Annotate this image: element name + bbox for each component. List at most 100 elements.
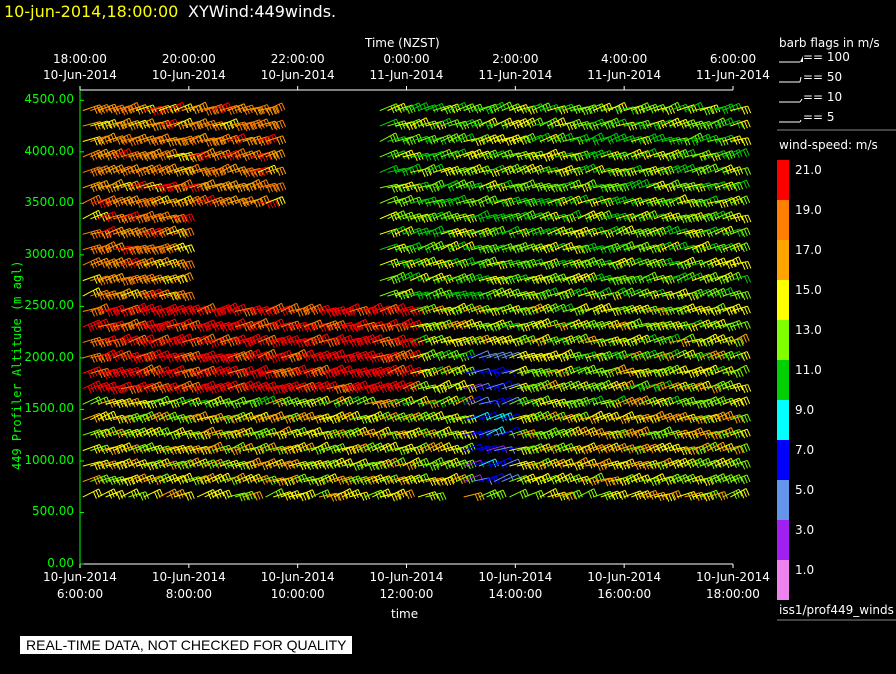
wind-barb-flag: [428, 414, 433, 422]
wind-barb: [471, 411, 488, 421]
wind-barb-flag: [442, 399, 447, 408]
wind-barb: [562, 445, 581, 452]
wind-barb-flag: [339, 350, 344, 359]
wind-barb-flag: [142, 275, 147, 283]
wind-barb-flag: [258, 308, 263, 317]
wind-barb-flag: [122, 338, 127, 346]
wind-barb-flag: [180, 353, 185, 361]
wind-barb-flag: [502, 489, 507, 498]
wind-barb-flag: [223, 446, 228, 455]
wind-barb-flag: [740, 491, 745, 499]
wind-barb: [471, 396, 488, 405]
wind-barb-flag: [290, 477, 295, 485]
wind-barb-flag: [372, 384, 377, 393]
wind-barb-flag: [308, 351, 313, 359]
wind-barb-flag: [128, 308, 133, 316]
wind-barb-flag: [131, 276, 136, 285]
wind-barb-flag: [503, 445, 508, 453]
wind-barb-flag: [528, 462, 532, 471]
wind-barb-flag: [580, 275, 585, 284]
wind-barb-flag: [231, 448, 236, 456]
wind-barb-flag: [172, 461, 177, 469]
wind-barb-flag: [662, 336, 667, 344]
wind-barb-flag: [114, 258, 119, 266]
wind-barb-flag: [602, 321, 607, 329]
wind-barb-flag: [176, 367, 181, 376]
wind-barb-flag: [650, 478, 655, 487]
wind-barb-flag: [538, 491, 542, 499]
wind-barb-flag: [139, 446, 144, 454]
wind-barb-flag: [321, 398, 326, 406]
wind-barb-flag: [108, 260, 113, 269]
wind-barb-flag: [393, 290, 398, 299]
wind-barb-flag: [344, 398, 349, 407]
wind-barb-flag: [517, 426, 522, 435]
wind-barb-flag: [185, 447, 190, 455]
wind-barb-flag: [152, 474, 157, 483]
wind-barb-flag: [488, 477, 493, 486]
wind-barb-flag: [298, 414, 303, 423]
wind-barb-flag: [167, 257, 172, 265]
wind-barb-flag: [139, 276, 144, 284]
wind-barb-flag: [727, 288, 732, 297]
wind-barb-flag: [134, 445, 139, 453]
wind-barb-flag: [258, 338, 263, 347]
wind-barb: [600, 442, 618, 452]
wind-barb-flag: [702, 383, 707, 391]
wind-barb-flag: [139, 384, 144, 392]
wind-barb-flag: [265, 338, 270, 347]
wind-barb: [501, 396, 519, 405]
wind-barb-flag: [388, 459, 393, 467]
wind-barb-flag: [98, 292, 103, 301]
wind-barb-flag: [420, 476, 425, 484]
wind-barb-flag: [703, 339, 708, 347]
wind-barb-flag: [600, 410, 605, 419]
wind-barb-flag: [435, 413, 440, 422]
wind-barb-flag: [672, 384, 677, 392]
wind-barb-flag: [207, 461, 212, 470]
wind-barb-flag: [154, 491, 158, 500]
wind-barb-flag: [173, 431, 178, 440]
wind-barb-flag: [217, 309, 222, 317]
wind-barb-flag: [397, 460, 402, 468]
wind-barb-flag: [533, 335, 538, 343]
wind-barb-flag: [332, 430, 337, 438]
wind-barb: [669, 446, 688, 452]
wind-barb-flag: [610, 477, 615, 486]
wind-barb-flag: [190, 429, 195, 438]
wind-barb: [501, 426, 518, 436]
wind-barb-flag: [680, 307, 685, 315]
wind-barb-flag: [444, 276, 448, 284]
wind-barb-flag: [688, 293, 693, 301]
wind-barb-flag: [251, 491, 256, 499]
wind-barb-flag: [657, 493, 662, 502]
wind-barb-flag: [493, 323, 497, 332]
wind-barb-flag: [311, 349, 316, 358]
wind-barb-flag: [362, 444, 367, 453]
wind-barb-flag: [235, 354, 240, 362]
wind-barb: [570, 381, 587, 390]
wind-barb-flag: [142, 445, 146, 453]
wind-barb-flag: [105, 411, 110, 419]
wind-barb-flag: [250, 323, 255, 332]
wind-barb-flag: [258, 354, 263, 362]
wind-barb-flag: [745, 333, 750, 342]
wind-barb-flag: [291, 322, 296, 331]
wind-barb-flag: [130, 477, 135, 485]
wind-barb-flag: [126, 382, 131, 391]
wind-barb-flag: [357, 303, 362, 311]
wind-barb-flag: [146, 430, 151, 438]
wind-barb-flag: [472, 336, 477, 344]
wind-barb: [417, 349, 435, 359]
wind-barb-flag: [408, 414, 413, 422]
wind-barb-flag: [605, 288, 610, 297]
wind-barb-flag: [730, 287, 735, 295]
wind-barb-flag: [250, 308, 255, 316]
wind-barb-flag: [662, 473, 667, 481]
wind-barb-flag: [465, 336, 470, 345]
wind-barb-flag: [626, 430, 631, 439]
wind-barb-flag: [274, 414, 279, 422]
wind-barb-flag: [544, 319, 549, 328]
wind-barb-flag: [256, 398, 261, 406]
wind-barb-flag: [629, 445, 634, 453]
